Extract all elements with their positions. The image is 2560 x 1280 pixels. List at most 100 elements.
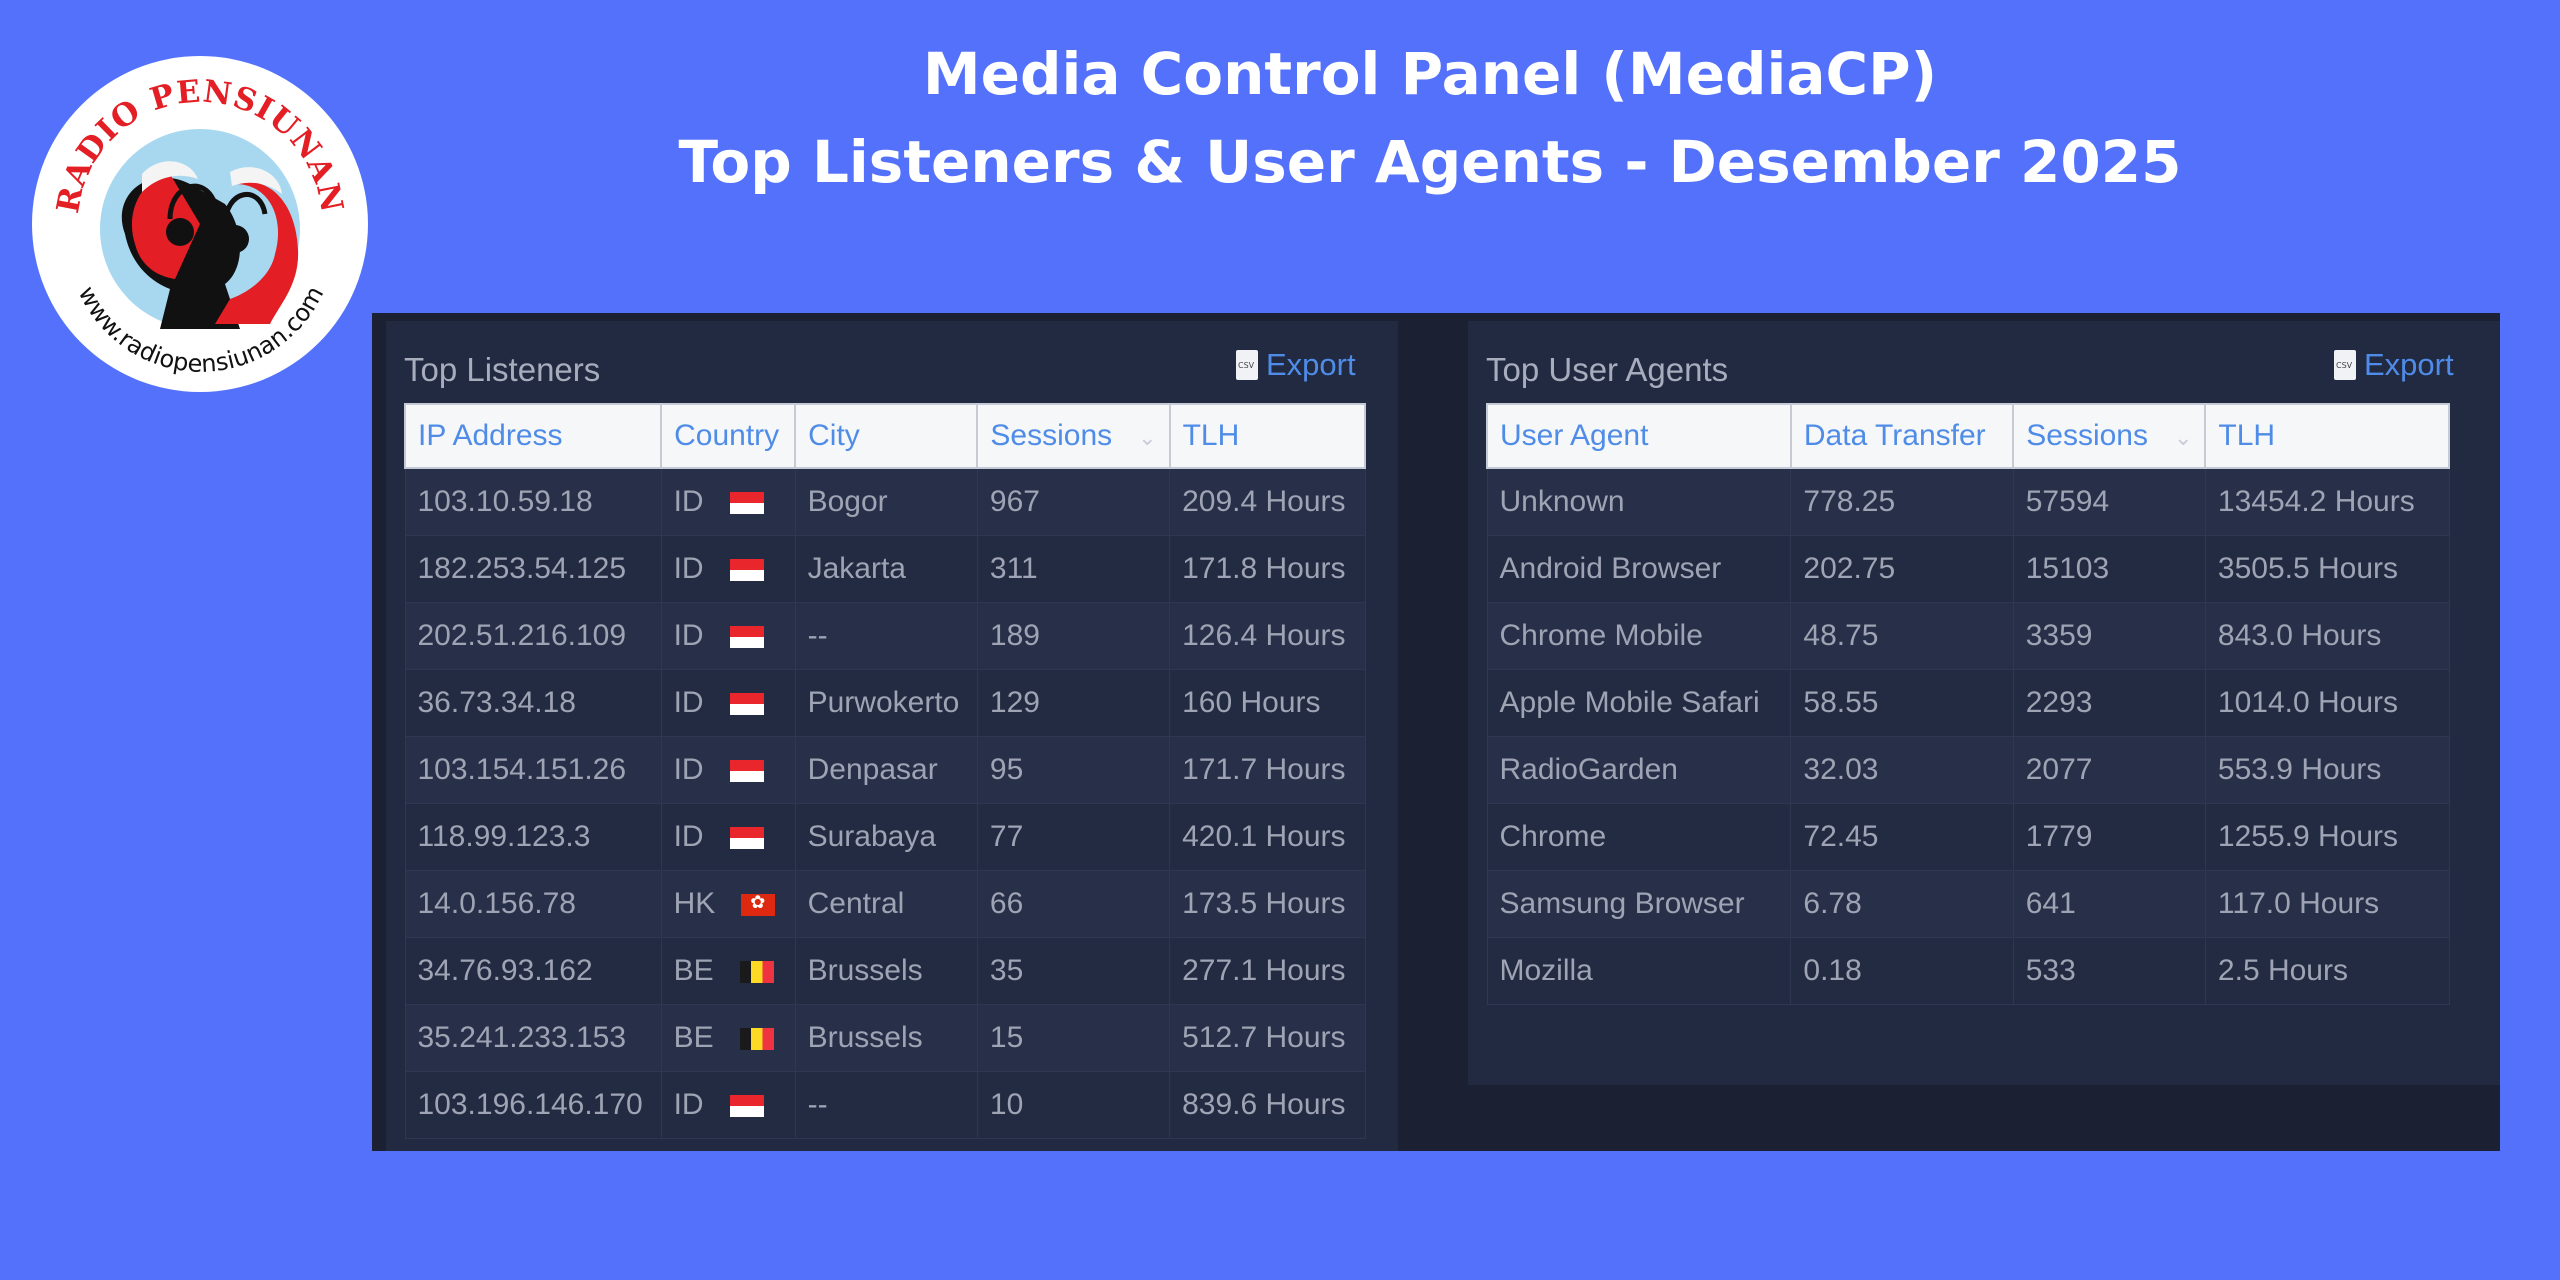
tlh-cell: 843.0 Hours	[2204, 601, 2450, 670]
flag-belgium-icon	[739, 1027, 774, 1050]
page-header: Media Control Panel (MediaCP) Top Listen…	[420, 30, 2440, 206]
country-code: ID	[673, 685, 704, 719]
top-listeners-export-button[interactable]: Export	[1236, 347, 1356, 383]
user-agent-cell: Android Browser	[1486, 534, 1792, 603]
table-row: Samsung Browser 6.78 641 117.0 Hours	[1486, 869, 2450, 938]
flag-indonesia-icon	[729, 1094, 764, 1117]
flag-indonesia-icon	[729, 759, 764, 782]
column-header-sessions-label: Sessions	[990, 419, 1113, 452]
column-header-sessions-label: Sessions	[2026, 419, 2148, 452]
data-transfer-cell: 72.45	[1790, 802, 2014, 871]
table-row: 103.10.59.18 ID Bogor 967 209.4 Hours	[404, 467, 1366, 536]
table-row: 202.51.216.109 ID -- 189 126.4 Hours	[404, 601, 1366, 670]
column-header-sessions[interactable]: Sessions ⌄	[2012, 403, 2207, 469]
tlh-cell: 3505.5 Hours	[2204, 534, 2450, 603]
table-row: Chrome 72.45 1779 1255.9 Hours	[1486, 802, 2450, 871]
sessions-cell: 641	[2012, 869, 2206, 938]
column-header-country[interactable]: Country	[660, 403, 797, 469]
top-user-agents-export-button[interactable]: Export	[2334, 347, 2454, 383]
top-user-agents-table: User Agent Data Transfer Sessions ⌄ TLH U…	[1486, 403, 2450, 1005]
country-cell: ID	[660, 668, 796, 737]
column-header-ip[interactable]: IP Address	[403, 403, 663, 469]
country-cell: ID	[660, 467, 796, 536]
ip-address-cell: 34.76.93.162	[404, 936, 662, 1005]
country-cell: BE	[660, 1003, 796, 1072]
flag-indonesia-icon	[729, 692, 764, 715]
user-agent-cell: Mozilla	[1486, 936, 1792, 1005]
city-cell: --	[794, 601, 978, 670]
tlh-cell: 553.9 Hours	[2204, 735, 2450, 804]
city-cell: Brussels	[794, 1003, 978, 1072]
flag-indonesia-icon	[729, 826, 764, 849]
tlh-cell: 160 Hours	[1169, 668, 1366, 737]
sessions-cell: 15	[976, 1003, 1171, 1072]
column-header-city[interactable]: City	[794, 403, 979, 469]
table-row: Mozilla 0.18 533 2.5 Hours	[1486, 936, 2450, 1005]
user-agent-cell: Samsung Browser	[1486, 869, 1792, 938]
sessions-cell: 533	[2012, 936, 2206, 1005]
ip-address-cell: 103.154.151.26	[404, 735, 662, 804]
column-header-user-agent[interactable]: User Agent	[1486, 403, 1792, 469]
tlh-cell: 171.7 Hours	[1169, 735, 1366, 804]
column-header-tlh[interactable]: TLH	[1168, 403, 1367, 469]
sessions-cell: 35	[976, 936, 1171, 1005]
country-code: BE	[673, 1020, 714, 1054]
data-transfer-cell: 58.55	[1790, 668, 2014, 737]
country-code: ID	[673, 484, 704, 518]
ip-address-cell: 118.99.123.3	[404, 802, 662, 871]
top-user-agents-panel: Top User Agents Export User Agent Data T…	[1468, 321, 2500, 1085]
user-agent-cell: Chrome Mobile	[1486, 601, 1792, 670]
csv-file-icon	[1236, 350, 1258, 380]
ip-address-cell: 103.10.59.18	[404, 467, 662, 536]
page-subtitle: Top Listeners & User Agents - Desember 2…	[678, 128, 2182, 196]
table-row: 34.76.93.162 BE Brussels 35 277.1 Hours	[404, 936, 1366, 1005]
tlh-cell: 512.7 Hours	[1169, 1003, 1366, 1072]
data-transfer-cell: 6.78	[1790, 869, 2014, 938]
ip-address-cell: 202.51.216.109	[404, 601, 662, 670]
country-code: HK	[673, 886, 716, 920]
country-code: ID	[673, 819, 704, 853]
ip-address-cell: 36.73.34.18	[404, 668, 662, 737]
table-row: 182.253.54.125 ID Jakarta 311 171.8 Hours	[404, 534, 1366, 603]
country-code: ID	[673, 752, 704, 786]
sort-desc-icon: ⌄	[2173, 425, 2193, 450]
country-cell: ID	[660, 534, 796, 603]
country-cell: ID	[660, 735, 796, 804]
table-header-row: User Agent Data Transfer Sessions ⌄ TLH	[1486, 403, 2450, 469]
column-header-sessions[interactable]: Sessions ⌄	[976, 403, 1171, 469]
table-row: RadioGarden 32.03 2077 553.9 Hours	[1486, 735, 2450, 804]
tlh-cell: 839.6 Hours	[1169, 1070, 1366, 1139]
tlh-cell: 1014.0 Hours	[2204, 668, 2450, 737]
data-transfer-cell: 0.18	[1790, 936, 2014, 1005]
country-cell: ID	[660, 1070, 796, 1139]
country-cell: ID	[660, 802, 796, 871]
sessions-cell: 77	[976, 802, 1171, 871]
country-code: ID	[673, 551, 704, 585]
sessions-cell: 967	[976, 467, 1171, 536]
column-header-data-transfer[interactable]: Data Transfer	[1789, 403, 2015, 469]
sessions-cell: 57594	[2012, 467, 2206, 536]
user-agent-cell: Unknown	[1486, 467, 1792, 536]
table-row: Chrome Mobile 48.75 3359 843.0 Hours	[1486, 601, 2450, 670]
table-row: 103.154.151.26 ID Denpasar 95 171.7 Hours	[404, 735, 1366, 804]
column-header-tlh[interactable]: TLH	[2204, 403, 2450, 469]
sessions-cell: 10	[976, 1070, 1171, 1139]
tlh-cell: 1255.9 Hours	[2204, 802, 2450, 871]
tlh-cell: 2.5 Hours	[2204, 936, 2450, 1005]
sessions-cell: 95	[976, 735, 1171, 804]
export-label: Export	[2364, 347, 2454, 382]
table-row: 103.196.146.170 ID -- 10 839.6 Hours	[404, 1070, 1366, 1139]
tlh-cell: 209.4 Hours	[1169, 467, 1366, 536]
country-code: ID	[673, 618, 704, 652]
tlh-cell: 173.5 Hours	[1169, 869, 1366, 938]
tlh-cell: 117.0 Hours	[2204, 869, 2450, 938]
user-agent-cell: Chrome	[1486, 802, 1792, 871]
sessions-cell: 1779	[2012, 802, 2206, 871]
country-cell: BE	[660, 936, 796, 1005]
top-listeners-table: IP Address Country City Sessions ⌄ TLH 10…	[403, 403, 1367, 1139]
country-cell: ID	[660, 601, 796, 670]
dashboard-screenshot: Top Listeners Export IP Address Country …	[372, 313, 2500, 1151]
city-cell: Bogor	[794, 467, 978, 536]
city-cell: Denpasar	[794, 735, 978, 804]
